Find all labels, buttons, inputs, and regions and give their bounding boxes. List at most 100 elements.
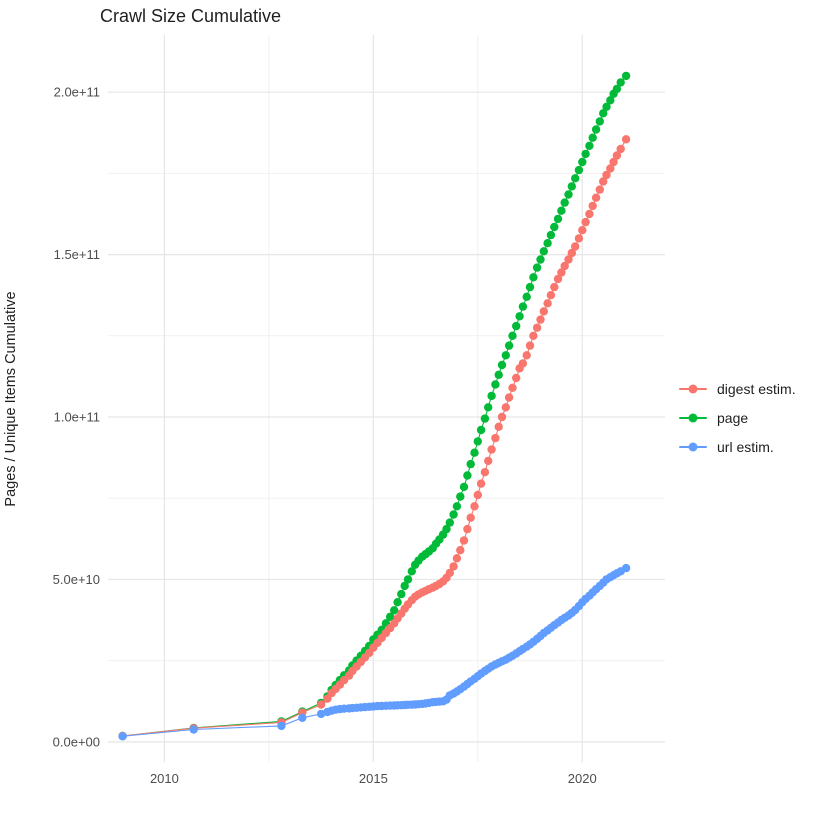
data-point-digest	[567, 248, 576, 258]
data-point-digest	[522, 351, 531, 360]
data-point-page	[539, 247, 548, 256]
data-point-page	[449, 510, 458, 519]
legend-item-page: page	[678, 408, 796, 428]
data-point-digest	[574, 234, 584, 243]
data-point-page	[463, 471, 472, 480]
data-point-page	[557, 206, 566, 215]
data-point-page	[553, 214, 563, 224]
data-point-page	[459, 482, 469, 492]
data-point-url	[277, 721, 286, 731]
data-point-page	[550, 222, 559, 232]
data-point-digest	[529, 331, 538, 340]
data-point-page	[518, 302, 528, 311]
data-point-digest	[578, 226, 587, 235]
data-point-page	[476, 425, 486, 435]
data-point-page	[571, 174, 580, 183]
data-point-page	[515, 312, 524, 321]
data-point-url	[316, 709, 326, 719]
data-point-page	[407, 567, 416, 576]
data-point-digest	[476, 479, 486, 488]
data-point-digest	[585, 209, 594, 219]
data-point-page	[581, 149, 590, 159]
data-point-page	[400, 581, 409, 591]
legend: digest estim. page url estim.	[678, 379, 796, 457]
y-tick-label: 1.0e+11	[54, 410, 100, 425]
data-point-digest	[571, 242, 580, 251]
data-point-digest	[595, 185, 604, 194]
data-point-digest	[621, 135, 631, 144]
data-point-page	[445, 518, 454, 527]
data-point-digest	[512, 373, 521, 383]
data-point-url	[298, 713, 307, 722]
data-point-page	[606, 96, 615, 105]
data-point-digest	[316, 700, 326, 709]
series-line-url	[122, 567, 627, 737]
legend-label-url: url estim.	[717, 439, 774, 455]
data-point-digest	[539, 307, 548, 316]
data-point-digest	[536, 315, 545, 324]
x-tick-label: 2015	[359, 771, 388, 786]
data-point-page	[473, 437, 482, 446]
data-point-page	[616, 78, 625, 87]
data-point-digest	[612, 151, 622, 160]
legend-key-digest-icon	[678, 382, 708, 396]
data-point-url	[189, 725, 198, 734]
legend-item-digest: digest estim.	[678, 379, 796, 399]
data-point-page	[501, 351, 510, 360]
data-point-digest	[557, 268, 566, 277]
data-point-page	[564, 190, 573, 199]
data-point-page	[456, 492, 465, 501]
data-point-digest	[491, 433, 500, 443]
data-point-digest	[494, 422, 503, 431]
legend-item-url: url estim.	[678, 437, 796, 457]
x-tick-label: 2020	[568, 771, 597, 786]
data-point-page	[390, 606, 399, 615]
data-point-page	[602, 102, 611, 112]
data-point-page	[403, 575, 413, 584]
y-tick-label: 1.5e+11	[54, 247, 100, 262]
data-point-page	[588, 133, 597, 142]
data-point-url	[118, 732, 127, 741]
legend-label-digest: digest estim.	[717, 381, 796, 397]
data-point-page	[512, 321, 521, 331]
data-point-page	[612, 84, 622, 94]
data-point-digest	[564, 255, 573, 264]
data-point-digest	[550, 282, 559, 292]
data-point-digest	[470, 502, 479, 511]
y-tick-label: 0.0e+00	[53, 734, 100, 749]
data-point-page	[442, 524, 451, 534]
data-point-page	[567, 182, 576, 191]
y-tick-label: 2.0e+11	[54, 85, 100, 100]
data-point-page	[480, 414, 490, 423]
data-point-digest	[606, 164, 615, 173]
data-point-digest	[591, 193, 601, 202]
data-point-page	[599, 109, 608, 118]
data-point-digest	[456, 546, 465, 555]
data-point-digest	[553, 274, 563, 284]
data-point-page	[385, 612, 395, 621]
data-point-digest	[473, 490, 482, 500]
data-point-url	[621, 563, 631, 573]
data-point-digest	[459, 536, 469, 545]
data-point-digest	[466, 513, 475, 522]
legend-key-page-icon	[678, 411, 708, 425]
data-point-digest	[543, 299, 552, 308]
data-point-page	[560, 198, 569, 207]
data-point-digest	[445, 568, 454, 578]
data-point-page	[522, 292, 531, 301]
data-point-page	[532, 263, 542, 272]
data-point-page	[452, 502, 462, 511]
data-point-page	[466, 459, 475, 469]
data-point-digest	[497, 412, 507, 422]
data-point-page	[585, 141, 594, 150]
data-point-digest	[518, 359, 528, 368]
data-point-digest	[532, 323, 542, 332]
data-point-digest	[525, 341, 535, 350]
data-point-page	[497, 360, 507, 370]
data-point-digest	[609, 157, 618, 167]
data-point-page	[595, 117, 604, 126]
data-point-digest	[599, 177, 608, 186]
data-point-page	[508, 331, 517, 340]
